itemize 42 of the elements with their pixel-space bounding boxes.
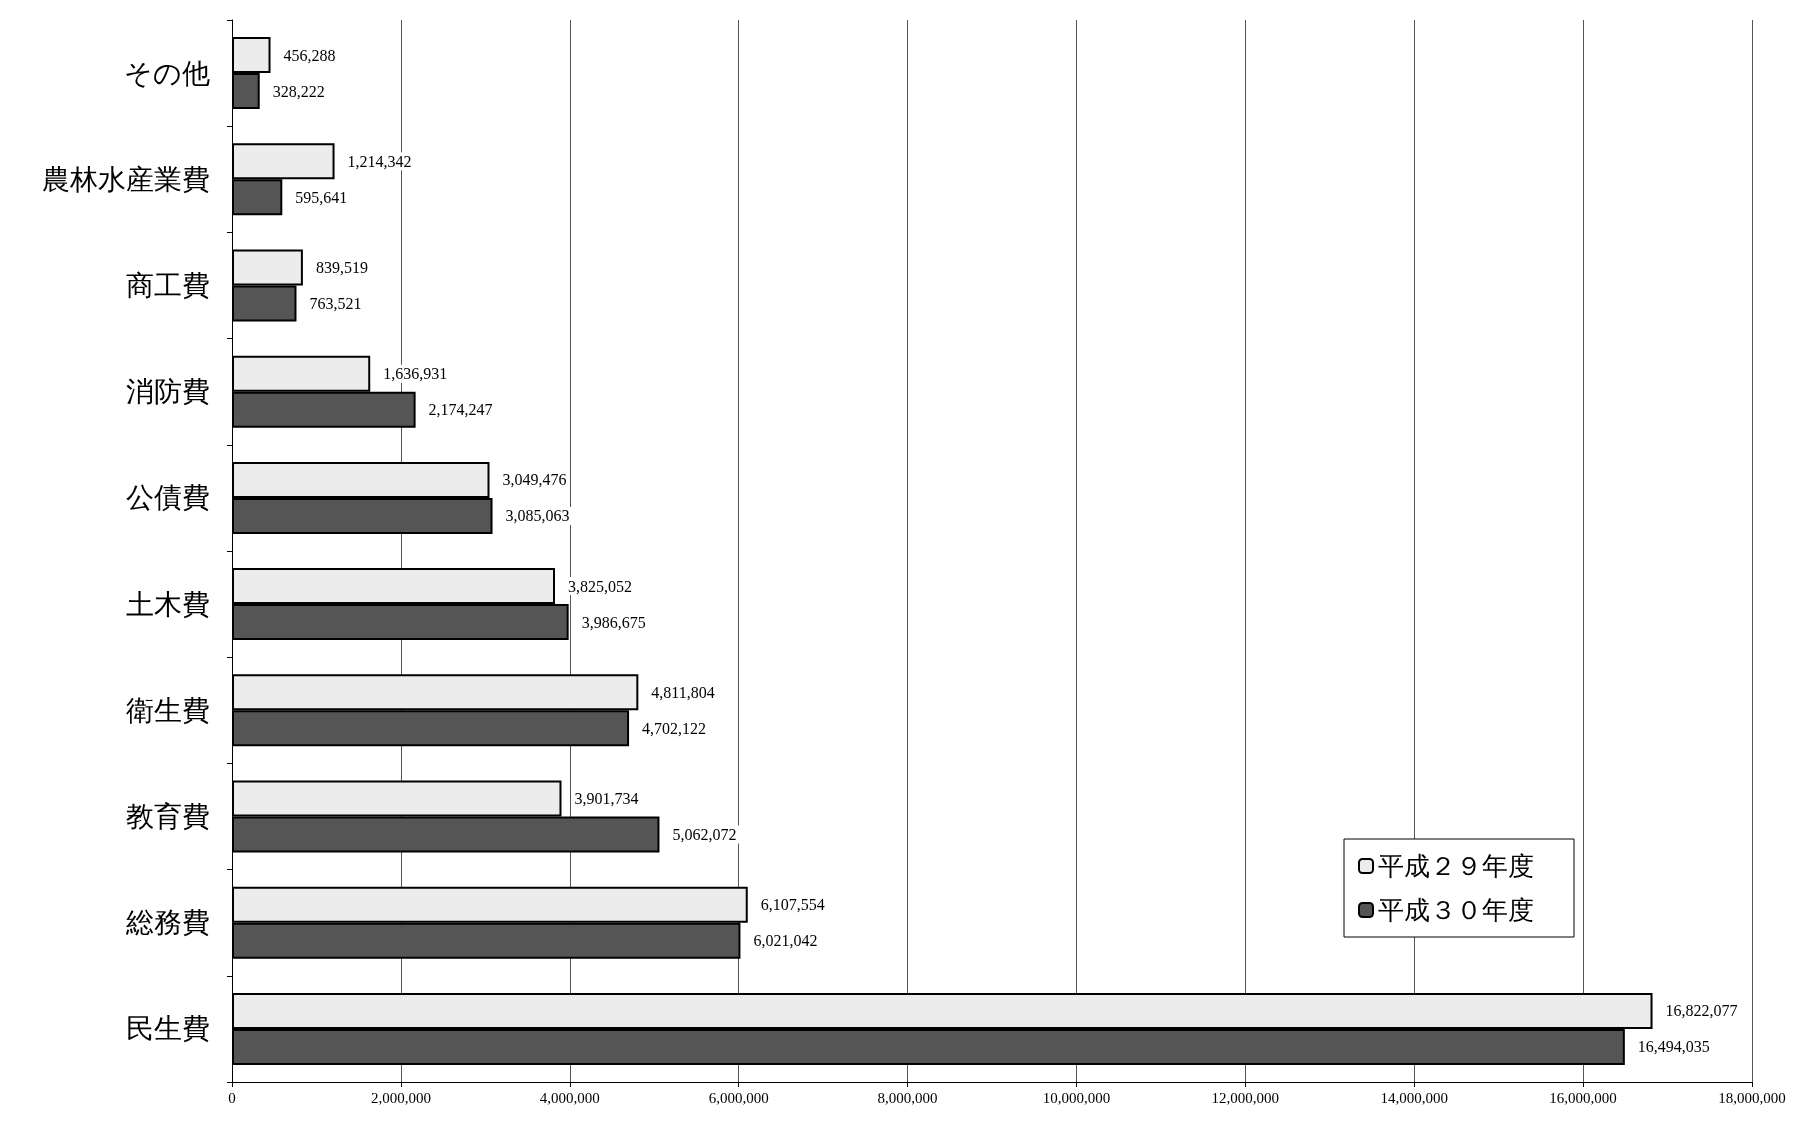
data-label: 763,521 [309, 295, 362, 312]
data-label: 3,085,063 [505, 507, 570, 525]
data-label: 6,107,554 [760, 896, 825, 914]
y-tick-label: 商工費 [126, 270, 210, 301]
x-tick-label: 16,000,000 [1549, 1089, 1617, 1106]
x-tick-label: 10,000,000 [1042, 1089, 1111, 1106]
legend-label: 平成３０年度 [1378, 895, 1534, 925]
x-tick-label: 0 [228, 1089, 236, 1106]
data-label: 1,636,931 [383, 365, 448, 383]
y-tick-label: 総務費 [125, 907, 210, 939]
data-label: 16,494,035 [1637, 1038, 1710, 1056]
data-label: 3,049,476 [502, 471, 567, 489]
x-tick-label: 6,000,000 [708, 1089, 769, 1106]
x-tick-label: 8,000,000 [877, 1089, 938, 1106]
x-tick-label: 2,000,000 [370, 1089, 431, 1106]
legend-label: 平成２９年度 [1378, 851, 1534, 881]
data-label: 328,222 [272, 82, 325, 100]
y-tick-label: 民生費 [126, 1013, 210, 1045]
y-tick-label: 土木費 [126, 588, 210, 620]
data-label: 839,519 [315, 259, 368, 276]
x-tick-label: 12,000,000 [1211, 1089, 1280, 1106]
y-tick-label: 衛生費 [126, 694, 210, 726]
x-tick-label: 14,000,000 [1380, 1089, 1448, 1106]
x-tick-label: 18,000,000 [1718, 1089, 1786, 1106]
data-label: 3,825,052 [568, 577, 632, 595]
y-tick-label: 消防費 [126, 376, 210, 408]
y-tick-label: 農林水産業費 [42, 163, 210, 195]
data-label: 2,174,247 [428, 401, 493, 419]
data-label: 3,901,734 [574, 790, 639, 807]
data-label: 6,021,042 [753, 932, 818, 950]
data-label: 5,062,072 [672, 826, 737, 843]
data-label: 4,702,122 [642, 719, 707, 737]
data-label: 595,641 [295, 188, 348, 206]
data-label: 16,822,077 [1665, 1002, 1738, 1020]
x-tick-label: 4,000,000 [539, 1089, 600, 1106]
data-label: 456,288 [283, 46, 336, 64]
data-label: 4,811,804 [651, 683, 715, 701]
data-label: 1,214,342 [347, 152, 412, 170]
y-tick-label: その他 [124, 57, 210, 89]
y-tick-label: 公債費 [126, 482, 210, 514]
y-tick-label: 教育費 [126, 801, 210, 832]
data-label: 3,986,675 [581, 613, 646, 631]
